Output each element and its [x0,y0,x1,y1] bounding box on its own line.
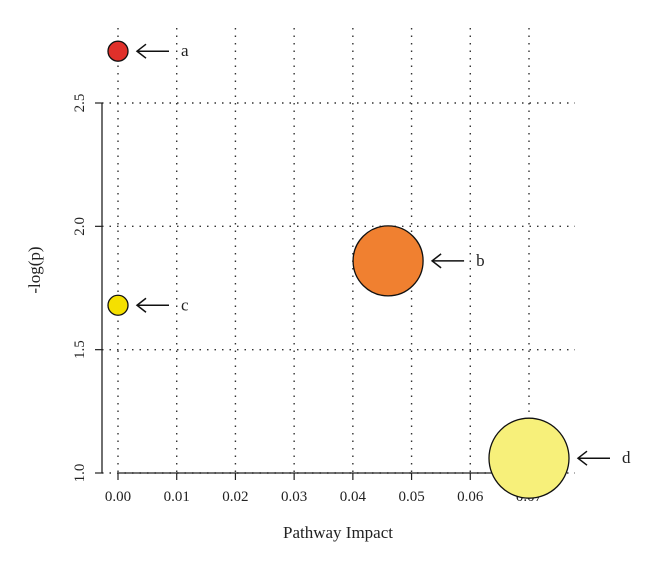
data-points [107,40,570,499]
data-point-b [352,225,424,297]
y-axis-ticks: 1.0 1.5 2.0 2.5 [72,94,102,483]
x-axis-title: Pathway Impact [283,523,393,542]
data-point-a [107,40,129,62]
x-tick-label: 0.02 [222,489,248,505]
x-tick-label: 0.05 [398,489,424,505]
x-tick-label: 0.06 [457,489,484,505]
y-tick-label: 1.0 [72,464,88,483]
point-label-c: c [181,295,189,314]
arrow-head-a [135,43,147,59]
x-tick-label: 0.04 [340,489,367,505]
arrow-head-b [430,253,442,269]
y-axis-title: -log(p) [25,246,44,293]
point-label-a: a [181,41,189,60]
point-label-b: b [476,251,485,270]
y-tick-label: 1.5 [72,340,88,359]
point-annotations: a b c d [135,41,631,467]
arrow-head-d [576,450,588,466]
data-point-d [488,417,570,499]
x-tick-label: 0.03 [281,489,307,505]
x-axis-ticks: 0.000.010.020.030.040.050.060.07 [105,473,543,505]
grid-lines [102,28,575,474]
y-tick-label: 2.0 [72,217,88,236]
data-point-c [107,294,129,316]
x-tick-label: 0.00 [105,489,131,505]
axes [101,103,529,474]
arrow-head-c [135,297,147,313]
point-label-d: d [622,448,631,467]
y-tick-label: 2.5 [72,94,88,113]
x-tick-label: 0.01 [164,489,190,505]
